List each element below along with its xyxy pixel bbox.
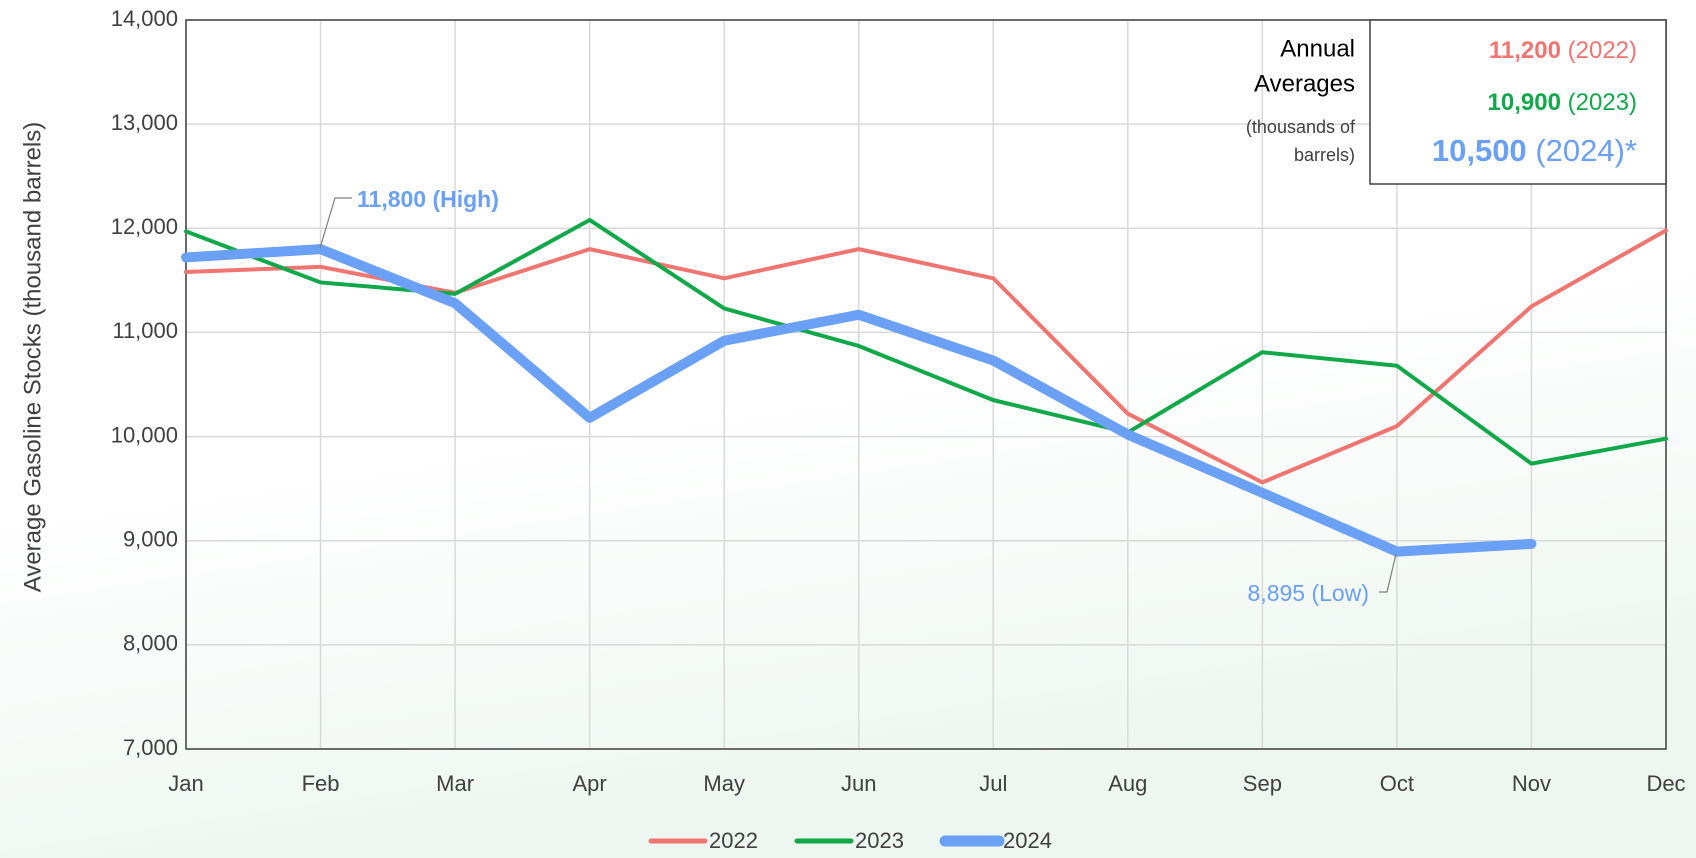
- average-value: 10,500: [1432, 133, 1527, 168]
- y-tick-label: 12,000: [111, 214, 178, 239]
- box-title: Annual: [1280, 35, 1355, 62]
- average-year: (2024)*: [1535, 133, 1637, 168]
- leader-line: [1379, 553, 1397, 593]
- x-tick-label: Oct: [1380, 771, 1414, 796]
- y-tick-label: 8,000: [123, 631, 178, 656]
- average-entry: 11,200 (2022): [1489, 37, 1637, 64]
- x-tick-label: Jan: [168, 771, 203, 796]
- average-value: 11,200: [1489, 37, 1561, 64]
- y-tick-label: 11,000: [112, 318, 178, 343]
- y-tick-label: 7,000: [123, 735, 178, 760]
- y-tick-label: 10,000: [111, 422, 178, 447]
- x-tick-label: Mar: [436, 771, 474, 796]
- series-line: [184, 228, 1668, 485]
- x-tick-label: Jun: [841, 771, 876, 796]
- average-entry: 10,900 (2023): [1488, 89, 1637, 116]
- x-tick-label: Feb: [302, 771, 340, 796]
- averages-box: [1369, 19, 1667, 185]
- annotation: 11,800 (High): [357, 186, 499, 212]
- y-tick-label: 13,000: [111, 110, 178, 135]
- x-tick-label: Nov: [1512, 771, 1551, 796]
- x-tick-label: Jul: [979, 771, 1007, 796]
- leader-line: [319, 197, 352, 249]
- box-title: Averages: [1254, 70, 1355, 97]
- x-tick-label: Sep: [1243, 771, 1282, 796]
- x-tick-label: Aug: [1108, 771, 1147, 796]
- average-year: (2023): [1568, 89, 1637, 116]
- x-tick-label: Dec: [1646, 771, 1685, 796]
- legend-label: 2022: [709, 828, 758, 853]
- x-tick-label: May: [703, 771, 745, 796]
- y-axis-title: Average Gasoline Stocks (thousand barrel…: [19, 122, 46, 592]
- y-tick-label: 9,000: [123, 527, 178, 552]
- average-year: (2022): [1568, 37, 1637, 64]
- legend-label: 2023: [855, 828, 904, 853]
- plot-frame: [185, 19, 1667, 750]
- series-line: [181, 244, 1537, 557]
- y-tick-label: 14,000: [111, 6, 178, 31]
- box-note: barrels): [1294, 145, 1355, 165]
- legend-label: 2024: [1003, 828, 1052, 853]
- box-note: (thousands of: [1246, 117, 1356, 137]
- average-value: 10,900: [1488, 89, 1561, 116]
- x-tick-label: Apr: [573, 771, 607, 796]
- average-entry: 10,500 (2024)*: [1432, 133, 1637, 168]
- annotation: 8,895 (Low): [1248, 580, 1369, 606]
